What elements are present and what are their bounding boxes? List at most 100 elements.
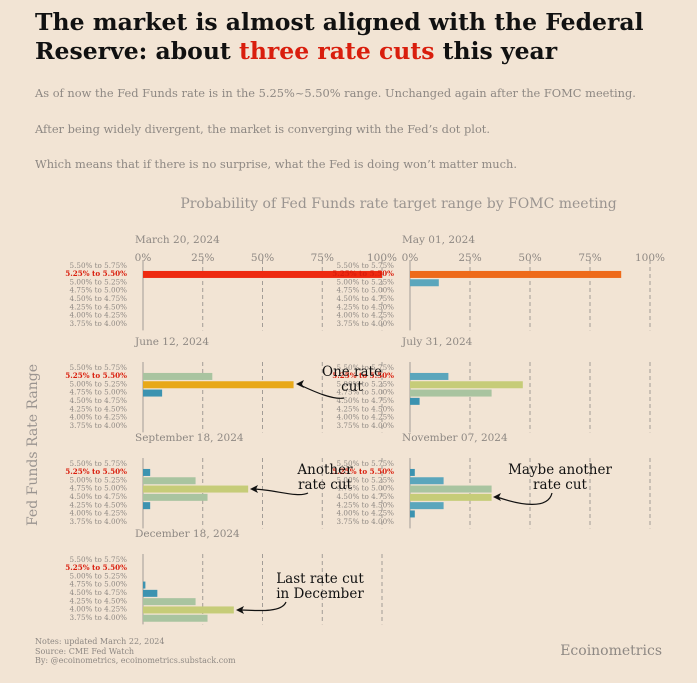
bar (143, 389, 163, 397)
bar (410, 279, 439, 287)
category-label: 3.75% to 4.00% (70, 421, 128, 430)
category-label: 3.75% to 4.00% (337, 421, 395, 430)
category-label: 5.25% to 5.50% (332, 371, 394, 380)
headline: The market is almost aligned with the Fe… (35, 8, 685, 66)
bar (143, 614, 208, 622)
x-tick-label: 50% (518, 252, 541, 264)
annotation-text: Maybe another rate cut (508, 462, 612, 493)
panel-7: December 18, 2024 5.50% to 5.75%5.25% to … (65, 528, 383, 625)
annotation-2: Another rate cut (250, 462, 353, 496)
bar (143, 372, 213, 380)
bar (410, 493, 492, 501)
category-label: 3.75% to 4.00% (70, 613, 128, 622)
panel-date-label: May 01, 2024 (402, 234, 475, 246)
annotation-line: in December (276, 586, 364, 602)
arrow-head-icon (296, 380, 304, 388)
panel-date-label: November 07, 2024 (402, 432, 508, 444)
category-label: 5.00% to 5.25% (337, 475, 395, 484)
x-tick-label: 50% (251, 252, 274, 264)
category-label: 4.75% to 5.00% (70, 388, 128, 397)
annotation-text: Last rate cut in December (276, 571, 364, 602)
bar (410, 502, 444, 510)
category-label: 4.50% to 4.75% (70, 492, 128, 501)
category-label: 4.50% to 4.75% (337, 294, 395, 303)
x-tick-label: 75% (311, 252, 334, 264)
bar (143, 581, 146, 589)
panel-date-label: July 31, 2024 (401, 336, 473, 348)
category-label: 3.75% to 4.00% (70, 517, 128, 526)
annotation-1: One rate cut (296, 364, 382, 399)
category-label: 3.75% to 4.00% (337, 319, 395, 328)
category-label: 4.00% to 4.25% (337, 413, 395, 422)
category-label: 5.00% to 5.25% (70, 277, 128, 286)
category-label: 3.75% to 4.00% (70, 319, 128, 328)
bar (143, 589, 158, 597)
annotation-arrow (253, 488, 309, 496)
annotation-line: rate cut (533, 477, 587, 493)
bar (143, 468, 151, 476)
panel-date-label: March 20, 2024 (135, 234, 220, 246)
bar (410, 372, 449, 380)
panel-4: July 31, 2024 5.50% to 5.75%5.25% to 5.50… (332, 336, 651, 433)
category-label: 3.75% to 4.00% (337, 517, 395, 526)
annotation-arrow (239, 601, 287, 612)
category-label: 4.75% to 5.00% (337, 286, 395, 295)
arrow-head-icon (236, 606, 244, 614)
category-label: 5.50% to 5.75% (337, 363, 395, 372)
category-label: 5.50% to 5.75% (70, 459, 128, 468)
category-label: 4.50% to 4.75% (70, 588, 128, 597)
category-label: 4.00% to 4.25% (70, 311, 128, 320)
category-label: 5.00% to 5.25% (70, 475, 128, 484)
headline-highlight: three rate cuts (238, 37, 435, 65)
category-label: 4.50% to 4.75% (70, 396, 128, 405)
category-label: 5.00% to 5.25% (337, 277, 395, 286)
annotation-arrow (496, 492, 553, 505)
category-label: 5.25% to 5.50% (65, 563, 127, 572)
annotation-line: Maybe another (508, 462, 612, 478)
arrow-head-icon (250, 485, 258, 493)
x-tick-label: 0% (402, 252, 419, 264)
bar (143, 598, 196, 606)
category-label: 5.50% to 5.75% (70, 363, 128, 372)
panel-3: June 12, 2024 5.50% to 5.75%5.25% to 5.50… (65, 336, 383, 433)
annotation-line: Last rate cut (276, 571, 364, 587)
brand-logo-text: Ecoinometrics (560, 643, 662, 659)
category-label: 4.25% to 4.50% (337, 404, 395, 413)
category-label: 5.25% to 5.50% (65, 269, 127, 278)
bar (410, 485, 492, 493)
category-label: 5.25% to 5.50% (65, 371, 127, 380)
category-label: 5.00% to 5.25% (70, 379, 128, 388)
annotation-4: Last rate cut in December (236, 571, 364, 614)
category-label: 4.25% to 4.50% (70, 302, 128, 311)
category-label: 4.00% to 4.25% (337, 311, 395, 320)
annotation-line: Another (296, 462, 353, 478)
annotation-text: One rate cut (322, 364, 382, 395)
category-label: 5.25% to 5.50% (65, 467, 127, 476)
category-label: 4.25% to 4.50% (337, 500, 395, 509)
bar (410, 510, 415, 518)
bar (410, 468, 415, 476)
category-label: 4.00% to 4.25% (70, 605, 128, 614)
note-updated: Notes: updated March 22, 2024 (35, 637, 165, 646)
panel-5: September 18, 2024 5.50% to 5.75%5.25% to… (65, 432, 383, 529)
panel-date-label: September 18, 2024 (135, 432, 244, 444)
x-tick-label: 100% (635, 252, 665, 264)
note-author: By: @ecoinometrics, ecoinometrics.substa… (35, 656, 236, 665)
category-label: 4.50% to 4.75% (337, 396, 395, 405)
bar (410, 389, 492, 397)
annotation-line: One rate (322, 364, 382, 380)
note-source: Source: CME Fed Watch (35, 646, 135, 656)
category-label: 5.00% to 5.25% (70, 571, 128, 580)
category-label: 5.50% to 5.75% (337, 459, 395, 468)
category-label: 4.25% to 4.50% (337, 302, 395, 311)
x-tick-label: 100% (367, 252, 397, 264)
intro-paragraph-3: Which means that if there is no surprise… (35, 157, 517, 171)
notes: Notes: updated March 22, 2024 Source: CM… (35, 637, 236, 666)
panel-6: November 07, 2024 5.50% to 5.75%5.25% to … (332, 432, 651, 529)
category-label: 4.00% to 4.25% (337, 509, 395, 518)
bar (410, 477, 444, 485)
category-label: 4.75% to 5.00% (70, 580, 128, 589)
